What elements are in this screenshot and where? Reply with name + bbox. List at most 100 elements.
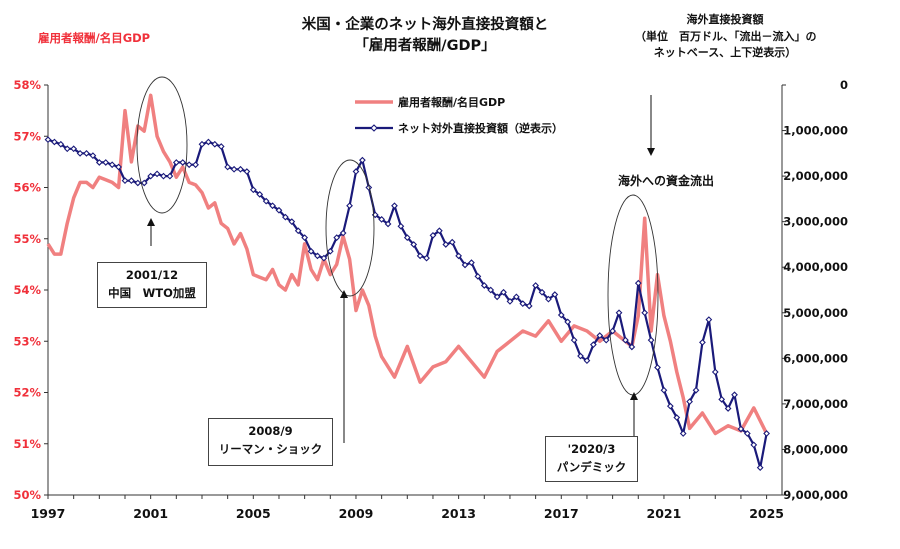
fdi-point bbox=[493, 293, 501, 301]
fdi-point bbox=[557, 311, 565, 319]
fdi-point bbox=[205, 138, 212, 146]
fdi-point bbox=[179, 159, 187, 166]
left-tick-label: 58% bbox=[13, 78, 41, 92]
fdi-point bbox=[756, 464, 764, 472]
fdi-point bbox=[468, 259, 475, 267]
chart-title: 米国・企業のネット海外直接投資額と 「雇用者報酬/GDP」 bbox=[275, 15, 575, 57]
x-tick-label: 2001 bbox=[133, 506, 168, 521]
fdi-point bbox=[500, 288, 507, 296]
fdi-point bbox=[750, 441, 758, 449]
highlight-ellipse-2001 bbox=[136, 76, 188, 214]
fdi-point bbox=[346, 202, 353, 210]
chart-title-line2: 「雇用者報酬/GDP」 bbox=[354, 38, 496, 55]
fdi-point bbox=[461, 261, 469, 269]
fdi-point bbox=[166, 172, 174, 180]
fdi-point bbox=[403, 234, 411, 241]
fdi-point bbox=[275, 206, 283, 214]
fdi-point bbox=[564, 318, 572, 326]
fdi-point bbox=[262, 197, 270, 205]
right-axis-title-line2: （単位 百万ドル、「流出－流入」の bbox=[635, 29, 817, 43]
fdi-point bbox=[570, 336, 578, 344]
fdi-point bbox=[57, 140, 65, 148]
annotation-pandemic: '2020/3 パンデミック bbox=[545, 436, 638, 482]
left-tick-label: 56% bbox=[13, 181, 41, 195]
fdi-point bbox=[615, 309, 623, 317]
right-tick-label: 1,000,000 bbox=[783, 124, 848, 138]
fdi-point bbox=[743, 430, 751, 437]
annotation-pandemic-text: パンデミック bbox=[556, 459, 627, 474]
left-tick-label: 53% bbox=[13, 334, 41, 348]
fdi-point bbox=[89, 152, 97, 159]
annotation-lehman-text: リーマン・ショック bbox=[218, 441, 323, 456]
fdi-point bbox=[679, 430, 687, 437]
annotation-lehman: 2008/9 リーマン・ショック bbox=[208, 418, 333, 466]
fdi-point bbox=[391, 202, 398, 210]
fdi-point bbox=[455, 252, 463, 260]
fdi-point bbox=[397, 222, 405, 230]
fdi-point bbox=[282, 213, 289, 221]
fdi-point bbox=[724, 405, 732, 412]
fdi-point bbox=[410, 241, 418, 248]
right-axis-title-line1: 海外直接投資額 bbox=[686, 13, 764, 26]
fdi-point bbox=[512, 293, 520, 301]
right-tick-label: 4,000,000 bbox=[783, 260, 848, 274]
fdi-point bbox=[384, 220, 392, 228]
fdi-point bbox=[660, 386, 668, 394]
right-axis-title: 海外直接投資額 （単位 百万ドル、「流出－流入」の ネットベース、上下逆表示） bbox=[635, 12, 817, 62]
fdi-point bbox=[269, 202, 276, 210]
fdi-point bbox=[487, 286, 495, 294]
fdi-point bbox=[294, 227, 302, 235]
fdi-point bbox=[102, 159, 110, 166]
left-tick-label: 52% bbox=[13, 386, 41, 400]
fdi-point bbox=[172, 159, 180, 166]
fdi-point bbox=[307, 247, 315, 255]
left-tick-label: 55% bbox=[13, 232, 41, 246]
x-tick-label: 2025 bbox=[749, 506, 784, 521]
outflow-label: 海外への資金流出 bbox=[618, 174, 715, 188]
fdi-point bbox=[647, 336, 655, 344]
left-axis-label: 雇用者報酬/名目GDP bbox=[38, 31, 151, 45]
right-tick-label: 3,000,000 bbox=[783, 215, 848, 229]
fdi-point bbox=[519, 300, 527, 308]
fdi-point bbox=[198, 140, 206, 148]
fdi-point bbox=[506, 298, 514, 305]
fdi-point bbox=[686, 398, 693, 405]
fdi-point bbox=[577, 352, 584, 360]
fdi-point bbox=[480, 282, 488, 289]
fdi-point bbox=[243, 168, 251, 175]
fdi-point bbox=[596, 332, 604, 339]
x-tick-label: 2005 bbox=[236, 506, 271, 521]
fdi-point bbox=[654, 364, 661, 371]
left-tick-label: 54% bbox=[13, 283, 41, 297]
right-tick-label: 9,000,000 bbox=[783, 488, 848, 502]
left-tick-label: 57% bbox=[13, 129, 41, 143]
fdi-point bbox=[339, 229, 347, 237]
fdi-point bbox=[288, 218, 296, 226]
fdi-point bbox=[737, 425, 745, 433]
fdi-point bbox=[76, 149, 84, 157]
fdi-point bbox=[51, 138, 58, 146]
fdi-point bbox=[666, 402, 674, 410]
fdi-point bbox=[416, 252, 424, 260]
x-tick-label: 2017 bbox=[544, 506, 579, 521]
legend-label-wage: 雇用者報酬/名目GDP bbox=[398, 96, 506, 109]
fdi-point bbox=[711, 368, 719, 376]
fdi-point bbox=[429, 231, 437, 239]
fdi-point bbox=[589, 341, 597, 349]
fdi-point bbox=[538, 288, 546, 296]
fdi-point bbox=[378, 216, 386, 223]
right-tick-label: 0 bbox=[840, 78, 848, 92]
legend-marker-fdi-point bbox=[370, 124, 378, 132]
fdi-point bbox=[718, 395, 726, 403]
fdi-point bbox=[436, 227, 443, 235]
left-tick-label: 51% bbox=[13, 437, 41, 451]
fdi-point bbox=[532, 282, 539, 289]
fdi-point bbox=[211, 140, 219, 148]
right-tick-label: 6,000,000 bbox=[783, 351, 848, 365]
fdi-point bbox=[83, 149, 90, 157]
annotation-wto-date: 2001/12 bbox=[125, 268, 179, 282]
right-tick-label: 8,000,000 bbox=[783, 442, 848, 456]
fdi-point bbox=[256, 190, 264, 198]
x-tick-label: 2021 bbox=[647, 506, 682, 521]
